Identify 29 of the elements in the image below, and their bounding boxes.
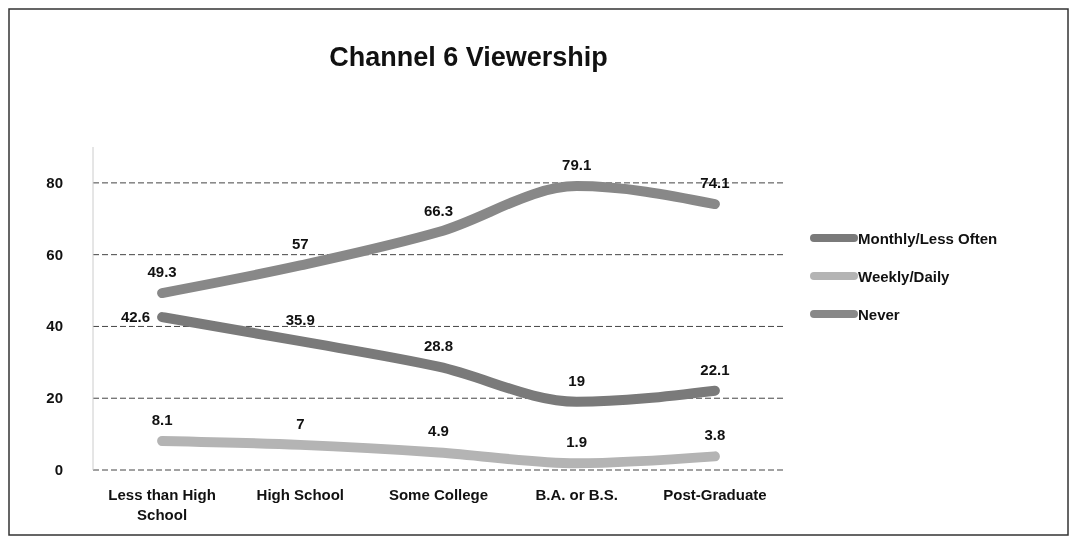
- data-label: 3.8: [704, 426, 726, 444]
- data-label: 7: [296, 414, 305, 432]
- x-tick-label: Less than High School: [108, 486, 216, 523]
- data-label: 1.9: [566, 433, 588, 451]
- data-label: 28.8: [423, 336, 454, 354]
- data-label: 35.9: [285, 311, 315, 329]
- data-label: 4.9: [428, 422, 449, 440]
- data-label: 57: [291, 235, 309, 253]
- data-label: 19: [568, 371, 586, 389]
- legend-label: Never: [858, 306, 900, 323]
- data-label: 79.1: [562, 156, 592, 174]
- y-tick-label: 60: [46, 245, 63, 263]
- data-label: 22.1: [700, 360, 730, 378]
- data-label: 8.1: [151, 410, 173, 428]
- legend-label: Weekly/Daily: [858, 268, 951, 285]
- data-label: 42.6: [120, 308, 151, 326]
- data-label: 74.1: [700, 174, 730, 192]
- data-label: 66.3: [423, 202, 454, 220]
- y-tick-label: 40: [46, 317, 63, 335]
- y-tick-label: 20: [46, 389, 63, 407]
- y-tick-label: 80: [46, 173, 63, 191]
- legend-label: Monthly/Less Often: [858, 230, 998, 247]
- y-tick-label: 0: [54, 461, 63, 478]
- x-tick-label: Some College: [388, 486, 489, 503]
- x-tick-label: High School: [256, 486, 345, 503]
- x-tick-label: B.A. or B.S.: [535, 486, 618, 503]
- chart-title: Channel 6 Viewership: [329, 42, 608, 72]
- data-label: 49.3: [147, 263, 177, 281]
- x-tick-label: Post-Graduate: [663, 486, 767, 503]
